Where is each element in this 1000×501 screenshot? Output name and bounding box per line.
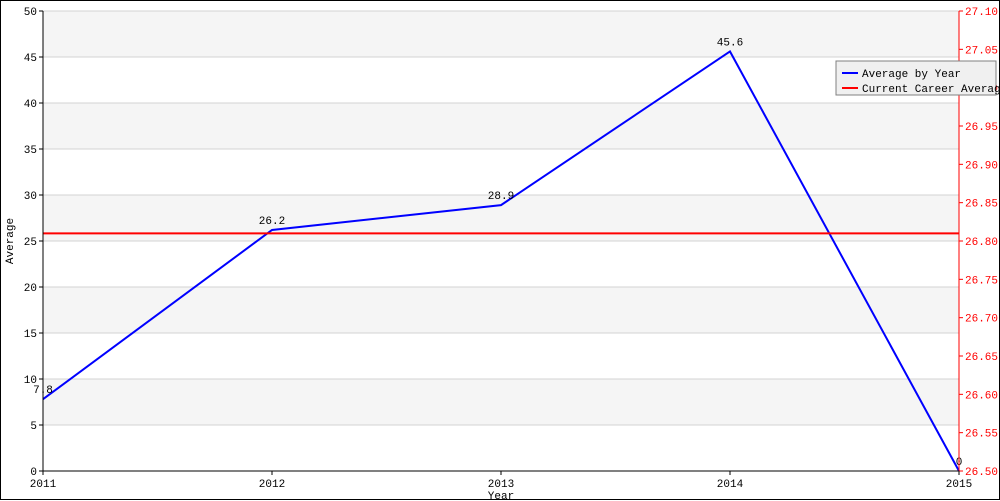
y-left-tick-label: 5 — [30, 421, 37, 433]
x-tick-label: 2011 — [30, 479, 57, 491]
x-tick-label: 2015 — [946, 479, 972, 491]
grid-band — [43, 103, 959, 149]
grid-band — [43, 379, 959, 425]
x-tick-label: 2013 — [488, 479, 514, 491]
y-right-tick-label: 26.85 — [965, 199, 998, 211]
x-tick-label: 2014 — [717, 479, 744, 491]
data-label: 26.2 — [259, 216, 285, 228]
y-right-tick-label: 26.95 — [965, 122, 998, 134]
y-left-tick-label: 50 — [24, 7, 37, 19]
y-right-tick-label: 26.50 — [965, 467, 998, 479]
y-left-tick-label: 15 — [24, 329, 37, 341]
y-right-tick-label: 26.70 — [965, 314, 998, 326]
y-left-tick-label: 0 — [30, 467, 37, 479]
x-tick-label: 2012 — [259, 479, 285, 491]
grid-band — [43, 287, 959, 333]
y-left-tick-label: 10 — [24, 375, 37, 387]
y-left-tick-label: 45 — [24, 53, 37, 65]
y-right-tick-label: 27.10 — [965, 7, 998, 19]
y-left-tick-label: 20 — [24, 283, 37, 295]
grid-band — [43, 11, 959, 57]
y-left-axis-label: Average — [5, 218, 17, 264]
chart-svg: 7.826.228.945.6005101520253035404550Aver… — [1, 1, 1000, 501]
grid-band — [43, 333, 959, 379]
y-left-tick-label: 40 — [24, 99, 37, 111]
y-left-tick-label: 25 — [24, 237, 37, 249]
y-right-tick-label: 26.60 — [965, 390, 998, 402]
chart-container: 7.826.228.945.6005101520253035404550Aver… — [0, 0, 1000, 500]
y-right-tick-label: 26.75 — [965, 275, 998, 287]
grid-band — [43, 425, 959, 471]
grid-band — [43, 149, 959, 195]
grid-band — [43, 241, 959, 287]
y-left-tick-label: 35 — [24, 145, 37, 157]
legend-label: Average by Year — [862, 69, 961, 81]
grid-band — [43, 57, 959, 103]
y-right-tick-label: 26.65 — [965, 352, 998, 364]
y-right-tick-label: 26.55 — [965, 429, 998, 441]
y-right-tick-label: 27.05 — [965, 45, 998, 57]
y-right-tick-label: 26.90 — [965, 160, 998, 172]
y-right-tick-label: 26.80 — [965, 237, 998, 249]
y-left-tick-label: 30 — [24, 191, 37, 203]
legend-label: Current Career Average — [862, 84, 1000, 96]
data-label: 45.6 — [717, 37, 743, 49]
data-label: 28.9 — [488, 191, 514, 203]
